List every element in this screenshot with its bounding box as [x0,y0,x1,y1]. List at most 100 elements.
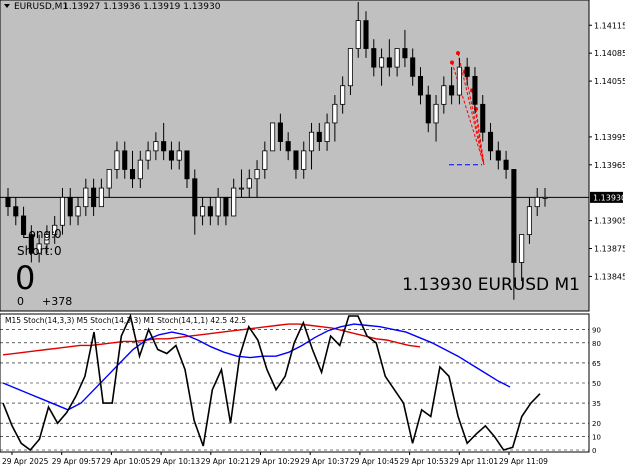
candle [215,188,221,226]
candle [324,113,330,151]
price-tick-label: 1.13875 [594,245,625,254]
current-price-tag-label: 1.13930 [593,193,625,202]
price-tick-label: 1.13845 [594,272,625,281]
price-watermark: 1.13930 EURUSD M1 [402,275,580,295]
candle [433,95,439,142]
candle [410,48,416,86]
candle [176,141,182,170]
candle [21,206,27,235]
candle [449,67,455,105]
candle [262,141,268,179]
stoch-tick-label: 90 [592,326,601,334]
candle [129,150,136,189]
arrow-line [464,71,485,165]
candle [28,225,34,263]
long-label: Long: [22,227,55,241]
candle [425,85,431,133]
time-tick-label: 29 Apr 2025 [2,457,49,466]
candle [98,178,104,208]
candle [394,48,400,77]
time-tick-label: 29 Apr 10:45 [350,457,399,466]
candle [340,76,346,114]
arrow-marker [450,60,454,65]
candle [519,234,525,282]
stoch-series-line [2,323,421,356]
big-value: 0 [15,259,35,297]
candle [83,178,89,216]
stochastic-axis: 0 10 20 35 50 65 80 90 [592,326,601,455]
candle [238,169,245,198]
candle [526,197,532,244]
candle [59,188,66,235]
candle [316,122,322,151]
candle [223,196,229,226]
candle [13,197,19,226]
pnl-right: +378 [42,295,72,308]
candle [363,11,369,58]
candle [5,188,11,216]
stoch-tick-label: 35 [592,400,601,408]
candle [145,141,151,170]
candle [184,150,190,189]
candle [480,95,486,142]
candle [106,169,112,198]
candle [495,141,501,170]
candle [542,188,548,207]
candle [347,48,353,96]
candle [44,225,50,254]
candle [200,197,206,226]
candle [379,48,385,86]
candle [441,76,447,114]
stoch-tick-label: 0 [592,447,596,455]
price-tick-label: 1.13905 [594,217,625,226]
candle [254,160,260,198]
time-tick-label: 29 Apr 10:53 [400,457,449,466]
candles [5,2,548,300]
short-value: 0 [54,244,62,258]
stochastic-title: M15 Stoch(14,3,3) M5 Stoch(14,3,3) M1 St… [5,316,246,325]
candle [161,122,167,161]
candle [386,39,392,77]
candle [456,57,462,105]
candle [75,197,81,226]
candle [153,132,159,161]
time-tick-label: 29 Apr 10:13 [151,457,200,466]
stoch-tick-label: 10 [592,434,601,442]
candle [122,141,128,179]
time-tick-label: 29 Apr 10:05 [101,457,150,466]
candle [52,215,58,244]
pnl-left: 0 [17,295,24,308]
candle [472,67,478,114]
stoch-tick-label: 80 [592,340,601,348]
time-tick-label: 29 Apr 10:29 [251,457,300,466]
short-label: Short: [17,244,53,258]
candle [270,122,276,152]
current-price-tag [590,191,623,203]
stoch-tick-label: 20 [592,420,601,428]
candle [355,2,361,58]
time-tick-label: 29 Apr 11:01 [449,457,498,466]
arrow-line [475,108,485,165]
triangle-down-icon[interactable] [4,4,10,8]
candle [534,188,540,216]
price-tick-label: 1.14115 [594,21,625,30]
candle [371,39,377,77]
price-tick-label: 1.13965 [594,161,625,170]
price-axis: 1.14115 1.14085 1.14055 1.13995 1.13965 1.139… [589,21,625,281]
candle [503,150,509,179]
time-tick-label: 29 Apr 09:57 [52,457,101,466]
price-tick-label: 1.13995 [594,133,625,142]
price-tick-label: 1.14055 [594,77,625,86]
candle [137,150,143,189]
stochastic-grid [0,329,589,451]
candle [36,234,42,263]
stoch-tick-label: 50 [592,380,601,388]
candle [487,122,494,161]
time-tick-label: 29 Apr 11:09 [499,457,548,466]
candle [402,29,408,68]
candle [207,197,213,226]
candle [332,95,338,142]
candle [511,169,517,300]
